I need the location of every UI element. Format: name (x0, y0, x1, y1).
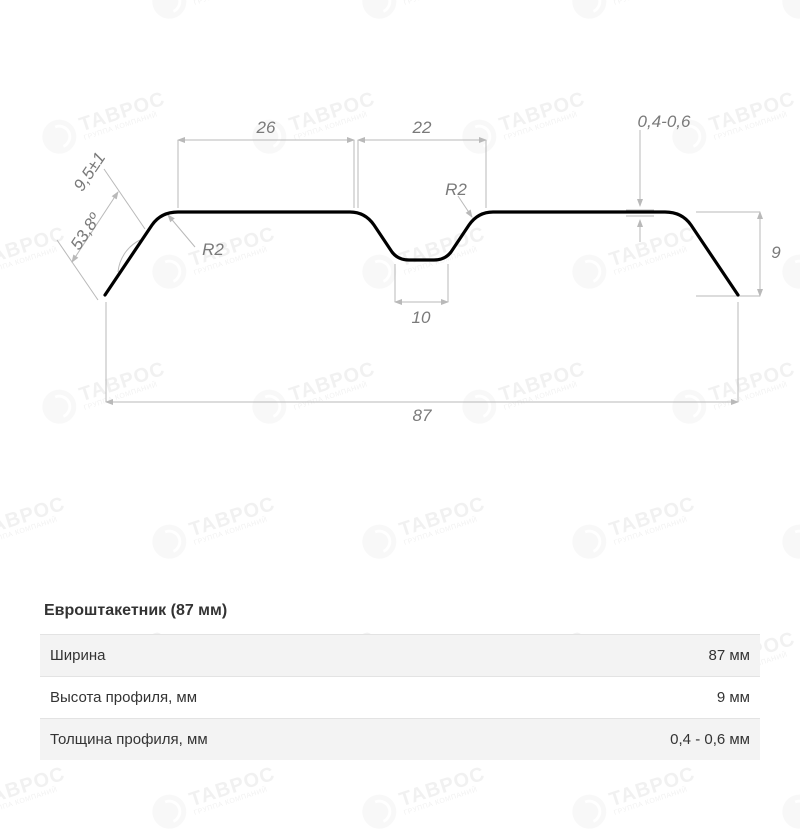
dim-label-10: 10 (412, 308, 431, 328)
specs-title: Евроштакетник (87 мм) (40, 592, 760, 634)
dim-label-26: 26 (257, 118, 276, 138)
profile-diagram: 26 22 10 87 0,4-0,6 9 9,5±1 53,8º R2 R2 (0, 0, 800, 520)
dim-label-22: 22 (413, 118, 432, 138)
table-row: Высота профиля, мм 9 мм (40, 676, 760, 718)
dim-label-9: 9 (771, 243, 780, 263)
spec-value: 87 мм (709, 647, 750, 664)
radius-label-left: R2 (202, 240, 224, 260)
diagram-svg (0, 0, 800, 520)
table-row: Толщина профиля, мм 0,4 - 0,6 мм (40, 718, 760, 760)
dim-label-87: 87 (413, 406, 432, 426)
spec-label: Ширина (50, 647, 105, 664)
table-row: Ширина 87 мм (40, 634, 760, 676)
radius-label-center: R2 (445, 180, 467, 200)
dim-label-thickness: 0,4-0,6 (638, 112, 691, 132)
specs-table: Евроштакетник (87 мм) Ширина 87 мм Высот… (40, 592, 760, 760)
spec-label: Толщина профиля, мм (50, 731, 208, 748)
spec-value: 9 мм (717, 689, 750, 706)
spec-label: Высота профиля, мм (50, 689, 197, 706)
spec-value: 0,4 - 0,6 мм (670, 731, 750, 748)
